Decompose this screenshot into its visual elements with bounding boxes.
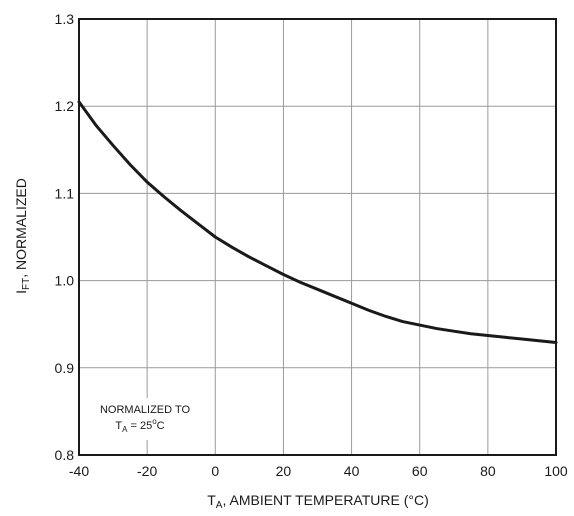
note-t: T	[115, 420, 122, 432]
plot-frame	[78, 18, 557, 456]
x-axis-label-main: T	[207, 492, 216, 508]
note-degree: o	[152, 417, 157, 426]
y-tick-label: 1.1	[55, 185, 75, 201]
y-axis-label-rest: , NORMALIZED	[13, 178, 29, 278]
x-axis-label-rest: , AMBIENT TEMPERATURE (°C)	[222, 492, 428, 508]
x-tick-label: -40	[69, 463, 89, 479]
x-axis-label-sub: A	[216, 500, 223, 511]
normalization-note-line1: NORMALIZED TO	[100, 404, 190, 416]
y-tick-label: 1.2	[55, 98, 75, 114]
series-line	[77, 100, 558, 345]
y-axis-label: IFT, NORMALIZED	[13, 178, 32, 294]
normalization-note-bg	[88, 398, 208, 440]
y-tick-label: 0.9	[55, 360, 75, 376]
x-tick-label: 100	[544, 463, 568, 479]
normalization-note: NORMALIZED TO TA = 25oC	[88, 398, 208, 440]
x-tick-label: 40	[344, 463, 360, 479]
x-tick-label: 80	[480, 463, 496, 479]
x-tick-label: -20	[137, 463, 157, 479]
y-tick-label: 1.0	[55, 273, 75, 289]
x-tick-label: 20	[276, 463, 292, 479]
y-axis-label-main: I	[13, 290, 29, 294]
y-axis-label-sub: FT	[21, 278, 32, 290]
x-tick-label: 0	[211, 463, 219, 479]
grid-lines	[79, 19, 556, 455]
x-tick-labels: -40 -20 0 20 40 60 80 100	[69, 463, 568, 479]
x-axis-label: TA, AMBIENT TEMPERATURE (°C)	[207, 492, 429, 511]
note-unit: C	[157, 420, 165, 432]
y-tick-labels: 0.8 0.9 1.0 1.1 1.2 1.3	[55, 11, 75, 463]
note-eq: = 25	[127, 420, 152, 432]
y-tick-label: 0.8	[55, 447, 75, 463]
x-tick-label: 60	[412, 463, 428, 479]
y-tick-label: 1.3	[55, 11, 75, 27]
normalization-note-line2: TA = 25oC	[115, 417, 164, 434]
note-sub: A	[122, 425, 128, 434]
